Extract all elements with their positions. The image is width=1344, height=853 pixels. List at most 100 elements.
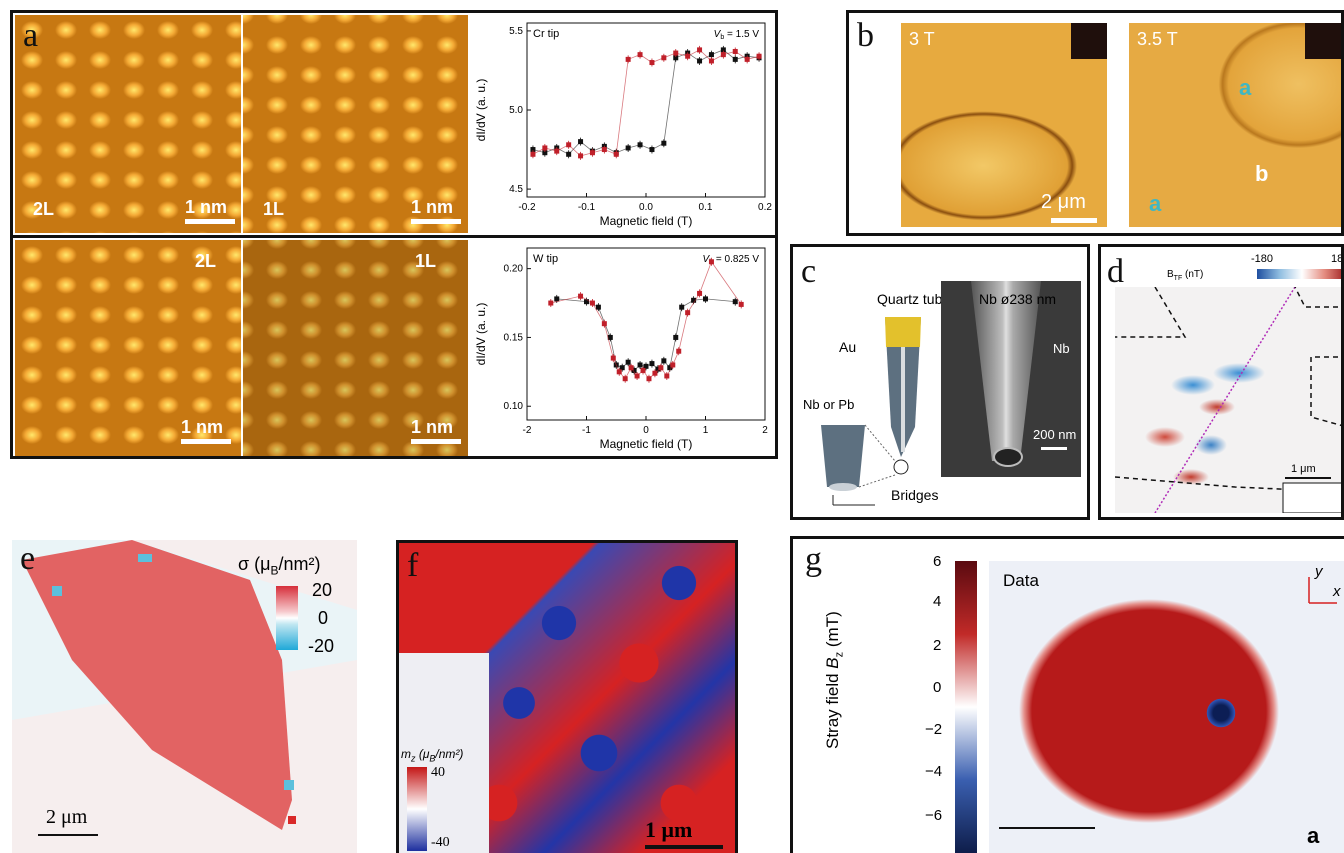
corner-block [1305,23,1341,59]
sot-map: 1 μm [1115,287,1341,513]
cbar-unit-b: B [429,753,436,764]
scale-label: 1 nm [411,197,454,217]
nb-tip [971,281,1041,461]
plot-frame [526,247,766,421]
cbar-title: σ (μB/nm²) [238,554,321,578]
bridges-label: Bridges [891,487,939,503]
colorbar [955,561,977,853]
ylabel-c: z [833,651,846,658]
layer-label-1l: 1L [263,199,285,219]
corner-block [1071,23,1107,59]
scale-bar [645,845,723,849]
panel-g-label: g [805,541,822,578]
panel-f-label: f [407,547,419,584]
scale-label: 1 nm [411,417,454,437]
cbar-unit-c: /nm²) [435,747,464,761]
scale-label: 2 μm [46,806,88,828]
y-tick-label: 0.15 [504,332,524,343]
panel-c: c Quartz tube Au Nb or Pb Bridges 200 nm… [790,244,1090,520]
region-b-label: b [1255,161,1269,186]
cbar-tick: −2 [925,721,943,738]
layer-label-2l: 2L [33,199,55,219]
y-tick-label: 5.5 [509,26,523,37]
cbar-min: -180 [1251,253,1274,265]
cbar-tick: 2 [933,637,942,654]
cbar-title-a: σ (μ [238,554,271,574]
plot-frame [526,22,766,198]
panel-e: e σ (μB/nm²) 20 0 -20 2 μm [12,540,357,853]
scale-bar [185,219,235,224]
x-tick-label: -2 [523,425,532,436]
colorbar [1257,269,1341,279]
panel-a: a 2L 1 nm 1L 1 nm 2L 1 nm 1L 1 nm -0.2 -0… [10,10,778,459]
x-tick-label: 2 [762,425,768,436]
scale-bar [411,219,461,224]
axis-x-label: x [1333,583,1341,600]
cbar-title: mz (μB/nm²) [401,747,463,763]
ylabel: Stray field Bz (mT) [823,611,845,749]
cbar-title: BTF (nT) [1167,269,1203,282]
panel-g: g Stray field Bz (mT) 6 4 2 0 −2 −4 −6 D… [790,536,1344,853]
y-axis-label: dI/dV (a. u.) [474,303,488,366]
scale-bar [1051,218,1097,223]
x-axis-label: Magnetic field (T) [600,437,693,451]
scale-bar [38,834,98,836]
ylabel-b: B [823,657,842,669]
cbar-tick: 6 [933,553,942,570]
afm-image-3t: 3 T 2 μm [901,23,1107,227]
axis-y-label: y [1315,563,1323,580]
cbar-tick: −6 [925,807,943,824]
chart-cr-tip-svg: -0.2 -0.1 0.0 0.1 0.2 4.5 5.0 5.5 Magnetic field… [474,22,772,228]
cbar-title-b: B [270,563,279,578]
chart-title: W tip [533,253,558,265]
ylabel-a: Stray field [823,668,842,749]
nb-pb-label: Nb or Pb [803,397,855,412]
y-tick-label: 0.20 [504,264,524,275]
cbar-tick: -20 [308,636,335,656]
cbar-sub: TF [1173,275,1183,282]
sot-overlay [1115,287,1341,513]
x-tick-label: -0.1 [578,202,596,213]
x-tick-label: -1 [582,425,591,436]
cbar-tick: 0 [933,679,942,696]
chart-w-tip: -2 -1 0 1 2 0.10 0.15 0.20 Magnetic field (T) dI/… [471,240,775,456]
cbar-tick: 0 [318,608,329,628]
axes-icon [1308,577,1337,604]
region-a-label: a [1239,75,1252,100]
colorbar [407,767,427,851]
panel-b: b 3 T 2 μm 3.5 T a b a [846,10,1344,236]
y-tick-label: 0.10 [504,401,524,412]
scale-bar [1285,477,1331,479]
cbar-tick: −4 [925,763,943,780]
scale-bar [999,827,1095,829]
data-point [554,296,560,302]
divider [241,240,243,456]
x-tick-label: 0 [643,425,649,436]
stray-field-map: Data a y x [989,561,1344,853]
cbar-max: 40 [431,765,445,780]
panel-b-label: b [857,17,874,54]
panel-e-label: e [20,540,36,577]
scale-label: 1 nm [185,197,228,217]
stm-image-top-left [15,15,241,233]
chart-w-tip-svg: -2 -1 0 1 2 0.10 0.15 0.20 Magnetic field (T) dI/… [474,247,768,451]
region-a-label: a [1149,191,1162,216]
x-tick-label: 0.0 [639,202,653,213]
scale-label: 1 μm [1291,463,1316,475]
x-tick-label: 0.2 [758,202,772,213]
scale-label: 1 μm [645,817,693,842]
au-label: Au [839,339,857,355]
data-point [548,300,554,306]
data-label: Data [1003,571,1039,590]
stm-image-top-right [243,15,468,233]
series-line [532,49,760,157]
panel-a-label: a [23,17,39,54]
x-tick-label: 1 [703,425,709,436]
cbar-unit: (nT) [1185,269,1204,280]
x-tick-label: 0.1 [699,202,713,213]
afm-image-3-5t: 3.5 T a b a [1129,23,1341,227]
y-axis-label: dI/dV (a. u.) [474,79,488,142]
chart-cr-tip: -0.2 -0.1 0.0 0.1 0.2 4.5 5.0 5.5 Magnetic field… [471,15,775,233]
panel-c-label: c [801,253,817,290]
magnetization-map [12,540,357,830]
